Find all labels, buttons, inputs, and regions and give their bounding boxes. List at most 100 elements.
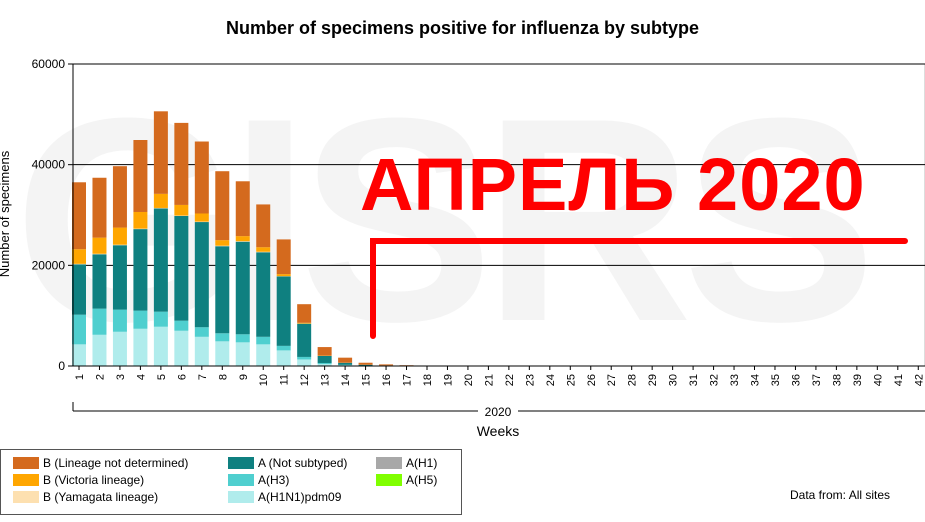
x-tick-label: 26 [586,374,598,386]
y-tick-label: 60000 [32,57,66,71]
bar-segment [133,211,148,229]
y-tick-label: 40000 [32,158,66,172]
bar-segment [92,308,107,335]
bar-segment [256,251,271,253]
legend-label: B (Victoria lineage) [43,473,145,487]
bar-segment [174,204,189,216]
legend-item: A(H1N1)pdm09 [228,490,341,504]
bar-segment [297,359,312,366]
bar-segment [153,208,168,312]
bar-segment [358,364,373,366]
bar-segment [133,229,148,311]
bar-segment [317,362,332,364]
bar-segment [92,253,107,255]
bar-segment [194,222,209,328]
legend-item: A (Not subtyped) [228,456,347,470]
bar-segment [72,314,86,345]
bar-segment [297,304,312,323]
bar-segment [235,342,250,366]
x-tick-label: 14 [340,374,352,386]
legend-swatch [376,474,402,486]
bar-segment [276,345,291,351]
bar-segment [112,227,127,245]
legend-swatch [228,474,254,486]
bar-segment [133,328,148,366]
bar-segment [194,221,209,223]
bar-segment [297,323,312,357]
x-tick-label: 37 [811,374,823,386]
red-bracket-line [370,238,908,339]
bar-segment [112,244,127,246]
bar-segment [194,336,209,366]
x-tick-label: 24 [545,374,557,386]
x-tick-label: 30 [668,374,680,386]
x-tick-label: 21 [483,374,495,386]
bar-segment [72,182,86,250]
bar-segment [317,347,332,356]
legend-swatch [228,457,254,469]
bar-segment [215,333,230,342]
x-tick-label: 20 [463,374,475,386]
x-tick-label: 16 [381,374,393,386]
bar-segment [256,344,271,366]
x-axis-label: Weeks [477,423,520,439]
bar-segment [194,327,209,337]
bar-segment [174,320,189,331]
x-tick-label: 33 [729,374,741,386]
bar-segment [133,140,148,212]
x-tick-label: 7 [197,374,209,380]
bar-segment [194,213,209,222]
bar-segment [256,252,271,337]
x-tick-label: 38 [831,374,843,386]
x-tick-label: 25 [565,374,577,386]
bar-segment [215,341,230,366]
bar-segment [133,310,148,329]
legend-label: A(H1N1)pdm09 [258,490,342,504]
x-tick-label: 5 [156,374,168,380]
legend-item: B (Lineage not determined) [13,456,188,470]
bar-segment [92,254,107,309]
bar-segment [297,322,312,324]
legend-item: A(H1) [376,456,437,470]
bar-segment [256,247,271,252]
bar-segment [72,249,86,264]
bar-segment [153,326,168,366]
x-tick-label: 41 [893,374,905,386]
x-tick-label: 11 [279,374,291,385]
legend-swatch [13,491,39,503]
x-tick-label: 34 [750,374,762,386]
bar-segment [235,334,250,343]
bar-segment [256,204,271,248]
bar-segment [215,245,230,247]
x-tick-label: 8 [217,374,229,380]
x-tick-label: 18 [422,374,434,386]
bar-segment [235,181,250,237]
x-tick-label: 39 [852,374,864,386]
legend: B (Lineage not determined) A (Not subtype… [0,449,462,515]
bar-segment [297,356,312,360]
x-tick-label: 15 [361,374,373,386]
source-note: Data from: All sites [790,488,891,502]
x-tick-label: 36 [790,374,802,386]
x-tick-label: 13 [320,374,332,386]
x-tick-label: 17 [402,374,414,386]
legend-label: B (Lineage not determined) [43,456,189,470]
x-tick-label: 9 [238,374,250,380]
bar-segment [72,264,86,315]
bar-segment [358,362,373,365]
legend-item: B (Yamagata lineage) [13,490,158,504]
y-tick-label: 0 [58,359,65,373]
bar-segment [92,177,107,238]
bar-segment [174,215,189,217]
bar-segment [235,241,250,242]
bars [72,111,496,366]
bar-segment [379,364,394,366]
bar-segment [112,331,127,366]
x-tick-label: 3 [115,374,127,380]
x-tick-label: 32 [709,374,721,386]
bar-segment [276,350,291,366]
bar-segment [72,263,86,265]
legend-label: A(H1) [406,456,438,470]
bar-segment [338,362,353,365]
legend-item: A(H5) [376,473,437,487]
